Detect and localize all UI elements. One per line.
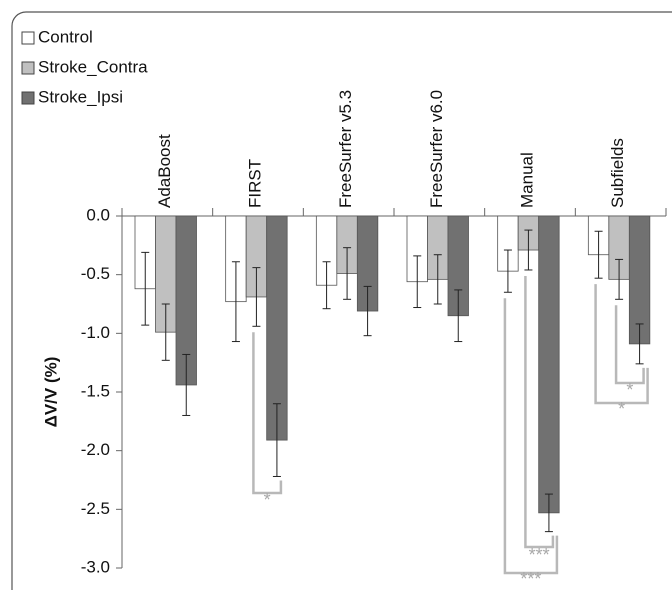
error-bar xyxy=(141,251,150,326)
error-bar xyxy=(594,230,603,279)
error-bar xyxy=(343,247,352,300)
y-tick-label: -1.5 xyxy=(81,381,110,400)
bar xyxy=(538,215,560,514)
error-bar xyxy=(635,323,644,365)
y-tick-label: -3.0 xyxy=(81,557,110,576)
y-tick-label: -2.5 xyxy=(81,499,110,518)
significance-bracket xyxy=(524,275,555,549)
x-tick-label: AdaBoost xyxy=(155,134,174,208)
x-tick-label: FreeSurfer v5.3 xyxy=(336,90,355,208)
y-tick-label: -0.5 xyxy=(81,264,110,283)
error-bar xyxy=(252,267,261,327)
x-tick-label: FreeSurfer v6.0 xyxy=(427,90,446,208)
error-bar xyxy=(615,258,624,300)
y-axis-label: ΔV/V (%) xyxy=(41,357,60,428)
error-bar xyxy=(503,249,512,293)
x-tick-label: FIRST xyxy=(245,159,264,208)
error-bar xyxy=(524,229,533,271)
y-tick-label: -2.0 xyxy=(81,440,110,459)
significance-label: *** xyxy=(529,545,550,565)
significance-bracket xyxy=(614,305,645,385)
legend-swatch xyxy=(21,31,35,45)
error-bar xyxy=(272,403,281,477)
significance-label: * xyxy=(264,490,271,510)
legend-label: Stroke_Ipsi xyxy=(38,87,123,106)
x-tick-label: Manual xyxy=(517,152,536,208)
significance-label: * xyxy=(618,399,625,419)
error-bar xyxy=(182,353,191,416)
error-bar xyxy=(231,261,240,343)
error-bar xyxy=(363,285,372,337)
frame xyxy=(11,11,672,590)
significance-label: * xyxy=(626,380,633,400)
significance-bracket xyxy=(594,284,649,405)
error-bar xyxy=(413,255,422,309)
y-tick-label: 0.0 xyxy=(86,205,110,224)
legend-label: Stroke_Contra xyxy=(38,57,148,76)
error-bar xyxy=(161,303,170,361)
legend-swatch xyxy=(21,61,35,75)
legend-label: Control xyxy=(38,27,93,46)
significance-label: *** xyxy=(520,569,541,589)
error-bar xyxy=(433,254,442,305)
error-bar xyxy=(544,493,553,533)
significance-bracket xyxy=(252,332,283,495)
legend-swatch xyxy=(21,91,35,105)
error-bar xyxy=(454,289,463,343)
y-tick-label: -1.0 xyxy=(81,323,110,342)
significance-bracket xyxy=(503,298,559,575)
x-tick-label: Subfields xyxy=(608,138,627,208)
error-bar xyxy=(322,261,331,310)
